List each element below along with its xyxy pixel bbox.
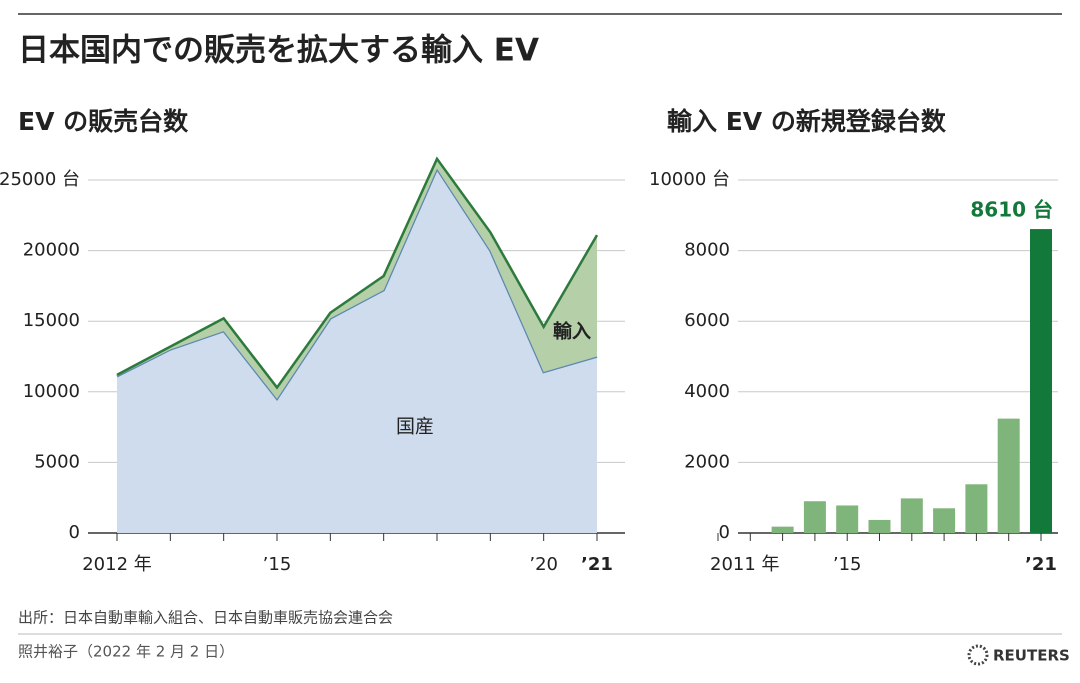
y-tick-label: 0 [719,522,730,543]
area [117,168,597,534]
bar [900,498,923,533]
subtitle: EV の販売台数 [18,107,189,136]
logo-mark [967,644,989,666]
y-tick-label: 10000 [23,381,80,402]
y-tick-label: 10000 台 [649,169,730,190]
y-tick-label: 20000 [23,240,80,261]
area-label: 国産 [396,416,434,438]
area-label: 輸入 [553,320,591,343]
y-tick-label: 8000 [684,240,730,261]
value-label: 8610 台 [970,198,1053,222]
x-tick-label: ’21 [581,554,613,575]
logo: REUTERS [993,647,1070,665]
y-tick-label: 4000 [684,381,730,402]
x-tick-label: ’21 [1025,554,1057,575]
y-tick-label: 5000 [34,451,80,472]
y-tick-label: 2000 [684,451,730,472]
x-tick-label: ’20 [529,554,558,575]
source: 出所：日本自動車輸入組合、日本自動車販売協会連合会 [18,609,393,627]
bar [933,508,956,533]
y-tick-label: 6000 [684,310,730,331]
chart-title: 日本国内での販売を拡大する輸入 EV [18,33,539,69]
y-tick-label: 25000 台 [0,169,80,190]
x-tick-label: ’15 [263,554,292,575]
x-tick-label: ’15 [833,554,862,575]
subtitle: 輸入 EV の新規登録台数 [667,107,947,136]
x-tick-label: 2012 年 [82,554,152,575]
area [117,158,597,399]
line [116,156,599,390]
bar [803,501,826,533]
bar [868,519,891,533]
bar [771,526,794,533]
bar [1030,229,1052,533]
bar [965,484,988,533]
x-tick-label: 2011 年 [710,554,780,575]
y-tick-label: 0 [69,522,80,543]
bar [836,505,859,533]
bar [997,418,1020,533]
y-tick-label: 15000 [23,310,80,331]
byline: 照井裕子（2022 年 2 月 2 日） [18,643,234,661]
